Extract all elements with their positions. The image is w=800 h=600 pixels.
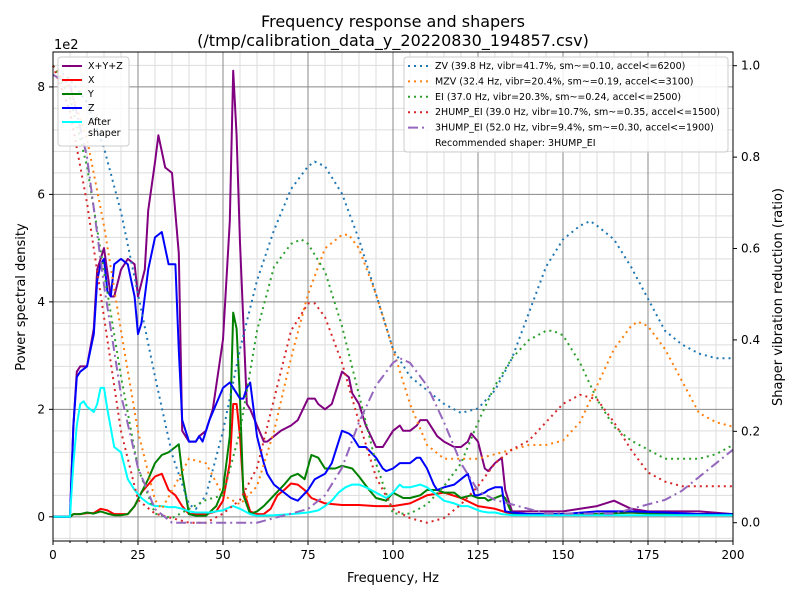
- x-tick-label: 0: [49, 548, 57, 562]
- legend-shaper-label: ZV (39.8 Hz, vibr=41.7%, sm~=0.10, accel…: [435, 61, 685, 72]
- y2-axis-label: Shaper vibration reduction (ratio): [771, 188, 786, 406]
- shaper-line-mzv: [52, 65, 734, 511]
- x-tick-label: 125: [467, 548, 490, 562]
- legend-shaper-label: 3HUMP_EI (52.0 Hz, vibr=9.4%, sm~=0.30, …: [435, 123, 714, 134]
- x-tick-label: 175: [637, 548, 660, 562]
- axes: 0 25 50 75 100 125 150 175 200 0 2 4 6 8 0.0 0.2 0.4 0.6 0…: [37, 51, 760, 562]
- x-tick-label: 75: [300, 548, 315, 562]
- legend-shapers: ZV (39.8 Hz, vibr=41.7%, sm~=0.10, accel…: [403, 56, 729, 153]
- shaper-line-2hump_ei: [52, 65, 733, 524]
- psd-line-y: [53, 311, 733, 518]
- y-tick-label: 2: [37, 402, 45, 416]
- y2-tick-label: 1.0: [741, 59, 760, 73]
- y-multiplier: 1e2: [54, 38, 79, 53]
- y2-tick-label: 0.6: [741, 242, 760, 256]
- plot-area: [52, 64, 734, 524]
- psd-line-x-y-z: [53, 69, 734, 518]
- psd-line-z: [53, 231, 733, 518]
- y-tick-label: 4: [37, 295, 45, 309]
- legend-psd-label: Y: [87, 89, 94, 100]
- y-tick-label: 8: [37, 80, 45, 94]
- y-axis-label: Power spectral density: [14, 223, 29, 371]
- y-tick-label: 6: [37, 187, 45, 201]
- y2-tick-label: 0.4: [741, 333, 760, 347]
- legend-psd-label: X+Y+Z: [88, 61, 123, 72]
- legend-shaper-label: MZV (32.4 Hz, vibr=20.4%, sm~=0.19, acce…: [435, 76, 694, 87]
- legend-psd-label: Z: [88, 103, 95, 114]
- legend-psd-label: X: [88, 75, 95, 86]
- legend-shaper-label: EI (37.0 Hz, vibr=20.3%, sm~=0.24, accel…: [435, 92, 681, 103]
- chart-subtitle: (/tmp/calibration_data_y_20220830_194857…: [197, 31, 589, 51]
- legend-shapers-box: [403, 56, 729, 153]
- legend-psd-label: After: [88, 117, 111, 128]
- y2-tick-label: 0.8: [741, 150, 760, 164]
- x-tick-label: 50: [215, 548, 230, 562]
- chart-title: Frequency response and shapers: [261, 12, 525, 31]
- shaper-line-3hump_ei: [52, 74, 734, 524]
- x-tick-label: 200: [722, 548, 745, 562]
- shaper-line-zv: [52, 64, 733, 511]
- x-tick-label: 25: [130, 548, 145, 562]
- legend-psd-label: shaper: [88, 128, 121, 139]
- y-tick-label: 0: [37, 510, 45, 524]
- x-axis-label: Frequency, Hz: [347, 571, 439, 586]
- legend-shaper-label: 2HUMP_EI (39.0 Hz, vibr=10.7%, sm~=0.35,…: [435, 107, 720, 118]
- x-tick-label: 100: [382, 548, 405, 562]
- y2-tick-label: 0.2: [741, 424, 760, 438]
- x-tick-label: 150: [552, 548, 575, 562]
- y2-tick-label: 0.0: [741, 516, 760, 530]
- recommended-shaper-text: Recommended shaper: 3HUMP_EI: [435, 138, 596, 149]
